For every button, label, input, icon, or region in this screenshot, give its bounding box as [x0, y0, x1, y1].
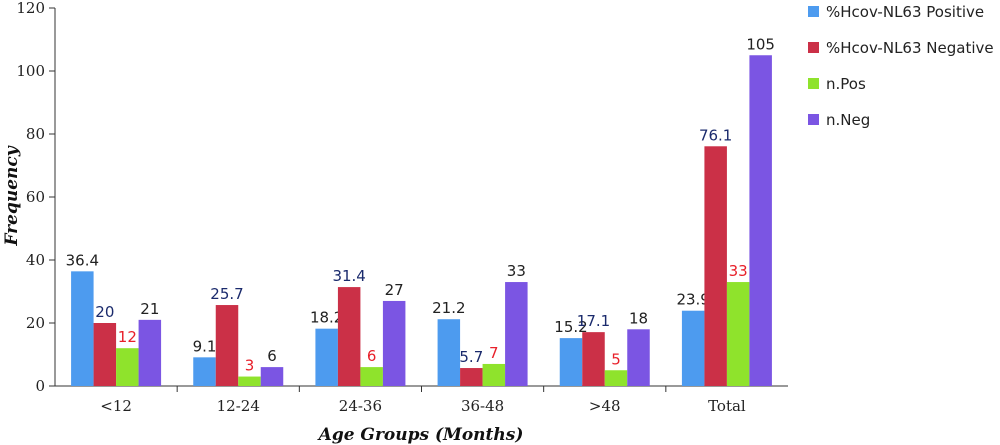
y-tick-label: 100 [16, 62, 45, 80]
y-tick-label: 80 [26, 125, 45, 143]
data-label: 15.2 [554, 318, 587, 336]
data-label: 5 [611, 350, 621, 368]
y-tick-label: 40 [26, 251, 45, 269]
legend-label: n.Pos [826, 75, 866, 93]
bar [559, 338, 583, 386]
legend-label: %Hcov-NL63 Negative [826, 39, 994, 57]
bar [627, 329, 650, 386]
bar [482, 363, 506, 386]
data-label: 31.4 [332, 267, 365, 285]
bar [749, 55, 772, 386]
bar [315, 328, 338, 386]
legend-swatch [808, 114, 819, 125]
y-tick-label: 0 [35, 377, 45, 395]
data-label: 17.1 [577, 312, 610, 330]
bar [505, 282, 528, 386]
plot-area: 020406080100120<1236.420122112-249.125.7… [16, 0, 788, 415]
legend: %Hcov-NL63 Positive %Hcov-NL63 Negative n.… [808, 3, 994, 129]
legend-label: n.Neg [826, 111, 870, 129]
bar [71, 271, 94, 386]
x-tick-label: Total [708, 397, 746, 415]
data-label: 76.1 [699, 126, 732, 144]
data-label: 23.9 [676, 291, 709, 309]
bar [582, 332, 605, 386]
data-label: 21 [140, 300, 159, 318]
y-tick-label: 20 [26, 314, 45, 332]
data-label: 20 [95, 303, 114, 321]
bar [360, 367, 383, 386]
bar [260, 367, 284, 386]
data-label: 25.7 [210, 285, 243, 303]
bar [604, 370, 628, 386]
data-label: 5.7 [459, 348, 483, 366]
data-label: 21.2 [432, 299, 465, 317]
x-tick-label: <12 [100, 397, 132, 415]
data-label: 12 [118, 328, 137, 346]
bar [726, 282, 750, 386]
data-label: 3 [245, 357, 255, 375]
data-label: 27 [385, 281, 404, 299]
data-label: 33 [507, 262, 526, 280]
x-tick-label: 36-48 [461, 397, 504, 415]
x-tick-label: >48 [589, 397, 621, 415]
bar [193, 357, 216, 386]
data-label: 7 [489, 344, 499, 362]
bar [382, 300, 406, 386]
bar [215, 305, 239, 386]
data-label: 18 [629, 309, 648, 327]
bar [93, 323, 117, 386]
legend-swatch [808, 6, 819, 17]
data-label: 6 [267, 347, 277, 365]
y-axis-title: Frequency [2, 145, 22, 246]
data-label: 18.2 [310, 309, 343, 327]
x-tick-label: 24-36 [339, 397, 382, 415]
data-label: 105 [746, 35, 775, 53]
bar [238, 376, 261, 386]
x-axis-title: Age Groups (Months) [317, 425, 524, 445]
x-tick-label: 12-24 [217, 397, 260, 415]
bar [437, 319, 461, 386]
legend-swatch [808, 42, 819, 53]
data-label: 33 [729, 262, 748, 280]
data-label: 36.4 [66, 251, 99, 269]
y-tick-label: 60 [26, 188, 45, 206]
bar [116, 348, 139, 386]
bar [681, 310, 705, 386]
y-tick-label: 120 [16, 0, 45, 17]
bar [337, 287, 361, 386]
data-label: 9.1 [193, 337, 217, 355]
data-label: 6 [367, 347, 377, 365]
bar [704, 146, 727, 386]
bar [138, 319, 162, 386]
bar [460, 368, 483, 386]
legend-label: %Hcov-NL63 Positive [826, 3, 984, 21]
legend-swatch [808, 78, 819, 89]
